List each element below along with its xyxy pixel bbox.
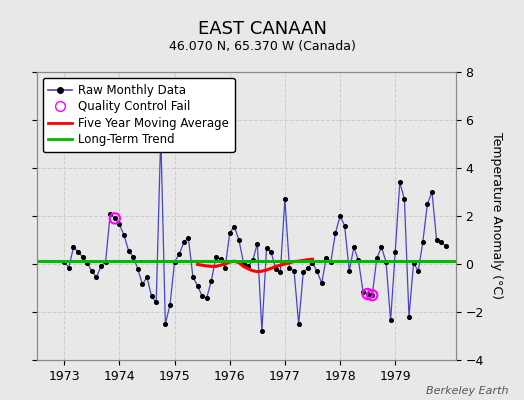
Point: [193, 282, 202, 289]
Point: [230, 224, 238, 230]
Point: [64, 264, 73, 271]
Point: [391, 249, 399, 255]
Point: [341, 222, 349, 229]
Point: [97, 263, 105, 270]
Point: [120, 232, 128, 238]
Point: [373, 255, 381, 261]
Point: [184, 234, 192, 241]
Point: [203, 294, 211, 301]
Point: [359, 288, 367, 295]
Point: [405, 314, 413, 320]
Point: [207, 278, 215, 284]
Point: [235, 237, 243, 243]
Point: [79, 254, 87, 260]
Point: [396, 179, 404, 186]
Point: [253, 240, 261, 247]
Y-axis label: Temperature Anomaly (°C): Temperature Anomaly (°C): [490, 132, 504, 300]
Point: [175, 251, 183, 258]
Point: [147, 293, 156, 300]
Point: [285, 264, 293, 271]
Point: [161, 321, 170, 327]
Point: [111, 215, 119, 222]
Point: [216, 256, 225, 262]
Point: [345, 268, 354, 274]
Point: [60, 258, 69, 265]
Point: [350, 244, 358, 250]
Point: [221, 264, 230, 271]
Point: [377, 244, 386, 250]
Point: [294, 321, 303, 327]
Point: [92, 274, 101, 280]
Point: [331, 230, 340, 236]
Point: [409, 260, 418, 266]
Point: [152, 299, 160, 306]
Point: [368, 292, 376, 298]
Point: [225, 230, 234, 236]
Point: [326, 258, 335, 265]
Point: [304, 264, 312, 271]
Point: [318, 280, 326, 286]
Legend: Raw Monthly Data, Quality Control Fail, Five Year Moving Average, Long-Term Tren: Raw Monthly Data, Quality Control Fail, …: [42, 78, 235, 152]
Point: [428, 189, 436, 195]
Point: [414, 268, 422, 274]
Point: [313, 268, 321, 274]
Point: [170, 258, 179, 265]
Point: [129, 254, 137, 260]
Point: [400, 196, 409, 202]
Text: EAST CANAAN: EAST CANAAN: [198, 20, 326, 38]
Point: [102, 258, 110, 265]
Point: [364, 291, 372, 297]
Point: [271, 266, 280, 272]
Point: [290, 268, 298, 274]
Point: [308, 260, 316, 266]
Point: [198, 293, 206, 300]
Point: [248, 257, 257, 264]
Point: [239, 260, 248, 266]
Point: [180, 239, 188, 246]
Point: [267, 249, 275, 255]
Text: Berkeley Earth: Berkeley Earth: [426, 386, 508, 396]
Point: [423, 201, 432, 207]
Point: [299, 269, 308, 276]
Point: [364, 291, 372, 297]
Point: [386, 317, 395, 324]
Point: [111, 215, 119, 222]
Point: [157, 131, 165, 138]
Point: [83, 260, 92, 266]
Text: 46.070 N, 65.370 W (Canada): 46.070 N, 65.370 W (Canada): [169, 40, 355, 53]
Point: [281, 196, 289, 202]
Point: [336, 213, 344, 219]
Point: [134, 266, 142, 272]
Point: [143, 274, 151, 280]
Point: [432, 237, 441, 243]
Point: [244, 263, 252, 270]
Point: [166, 302, 174, 308]
Point: [189, 274, 197, 280]
Point: [212, 254, 220, 260]
Point: [437, 239, 445, 246]
Point: [354, 257, 363, 264]
Point: [276, 269, 285, 276]
Point: [258, 328, 266, 334]
Point: [138, 281, 147, 288]
Point: [74, 249, 82, 255]
Point: [442, 243, 450, 249]
Point: [382, 258, 390, 265]
Point: [88, 268, 96, 274]
Point: [419, 239, 427, 246]
Point: [322, 255, 331, 261]
Point: [69, 244, 78, 250]
Point: [368, 292, 376, 298]
Point: [263, 245, 271, 252]
Point: [115, 221, 124, 228]
Point: [124, 248, 133, 254]
Point: [106, 210, 114, 217]
